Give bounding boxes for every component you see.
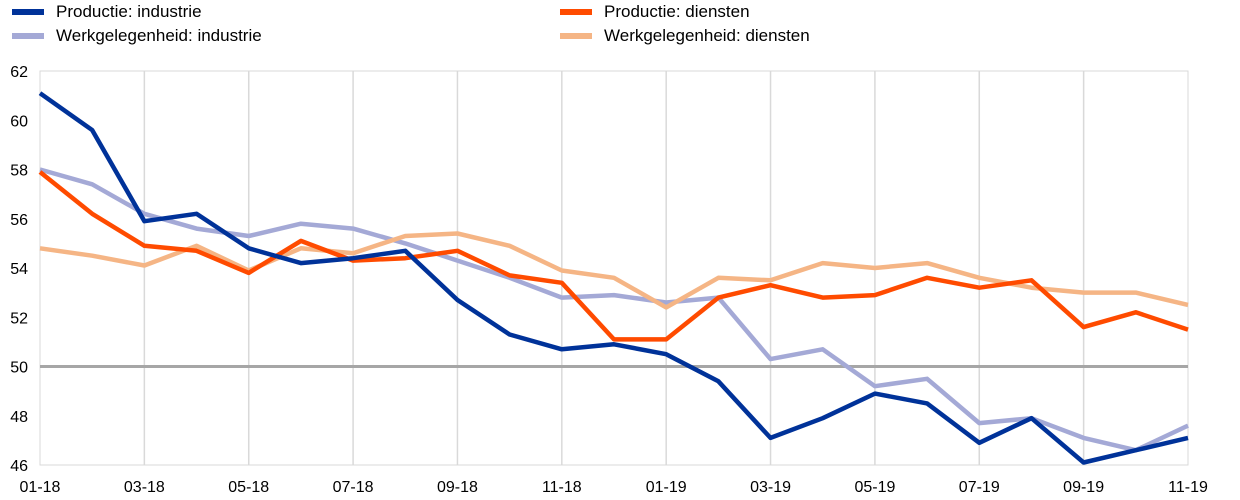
y-tick-label: 52 bbox=[10, 310, 28, 327]
y-tick-label: 56 bbox=[10, 212, 28, 229]
legend-item: Productie: industrie bbox=[12, 1, 202, 23]
legend-label: Werkgelegenheid: industrie bbox=[56, 26, 262, 45]
legend-swatch bbox=[12, 33, 44, 39]
x-tick-label: 09-19 bbox=[1063, 479, 1104, 496]
legend-item: Werkgelegenheid: diensten bbox=[560, 25, 810, 47]
x-tick-label: 05-18 bbox=[228, 479, 269, 496]
y-tick-label: 60 bbox=[10, 113, 28, 130]
y-tick-label: 46 bbox=[10, 458, 28, 475]
x-tick-label: 11-19 bbox=[1168, 479, 1208, 496]
legend-item: Werkgelegenheid: industrie bbox=[12, 25, 262, 47]
series-line-0 bbox=[38, 91, 1189, 465]
legend-swatch bbox=[12, 9, 44, 15]
y-tick-label: 54 bbox=[10, 261, 28, 278]
legend-label: Werkgelegenheid: diensten bbox=[604, 26, 810, 45]
series-line-1 bbox=[38, 170, 1189, 342]
plot-frame bbox=[39, 70, 1189, 466]
x-tick-label: 03-19 bbox=[750, 479, 791, 496]
y-tick-label: 48 bbox=[10, 409, 28, 426]
y-tick-label: 58 bbox=[10, 163, 28, 180]
y-tick-label: 62 bbox=[10, 64, 28, 81]
x-tick-label: 09-18 bbox=[437, 479, 478, 496]
legend-item: Productie: diensten bbox=[560, 1, 750, 23]
x-tick-label: 03-18 bbox=[124, 479, 165, 496]
grid-layer bbox=[39, 70, 1189, 466]
series-line-3 bbox=[39, 231, 1189, 310]
x-tick-label: 01-18 bbox=[20, 479, 61, 496]
axis-layer: 01-18 03-18 05-18 07-18 09-18 11-18 01-19 03-19… bbox=[10, 64, 1208, 496]
legend: Productie: industrie Productie: diensten W… bbox=[0, 0, 1240, 60]
legend-swatch bbox=[560, 33, 592, 39]
y-tick-label: 50 bbox=[10, 360, 28, 377]
x-tick-label: 11-18 bbox=[542, 479, 582, 496]
x-tick-label: 01-19 bbox=[646, 479, 687, 496]
legend-label: Productie: industrie bbox=[56, 2, 202, 21]
series-layer bbox=[38, 91, 1189, 465]
legend-swatch bbox=[560, 9, 592, 15]
legend-label: Productie: diensten bbox=[604, 2, 750, 21]
series-line-2 bbox=[39, 167, 1189, 453]
x-tick-label: 07-19 bbox=[959, 479, 1000, 496]
x-tick-label: 07-18 bbox=[333, 479, 374, 496]
x-tick-label: 05-19 bbox=[854, 479, 895, 496]
